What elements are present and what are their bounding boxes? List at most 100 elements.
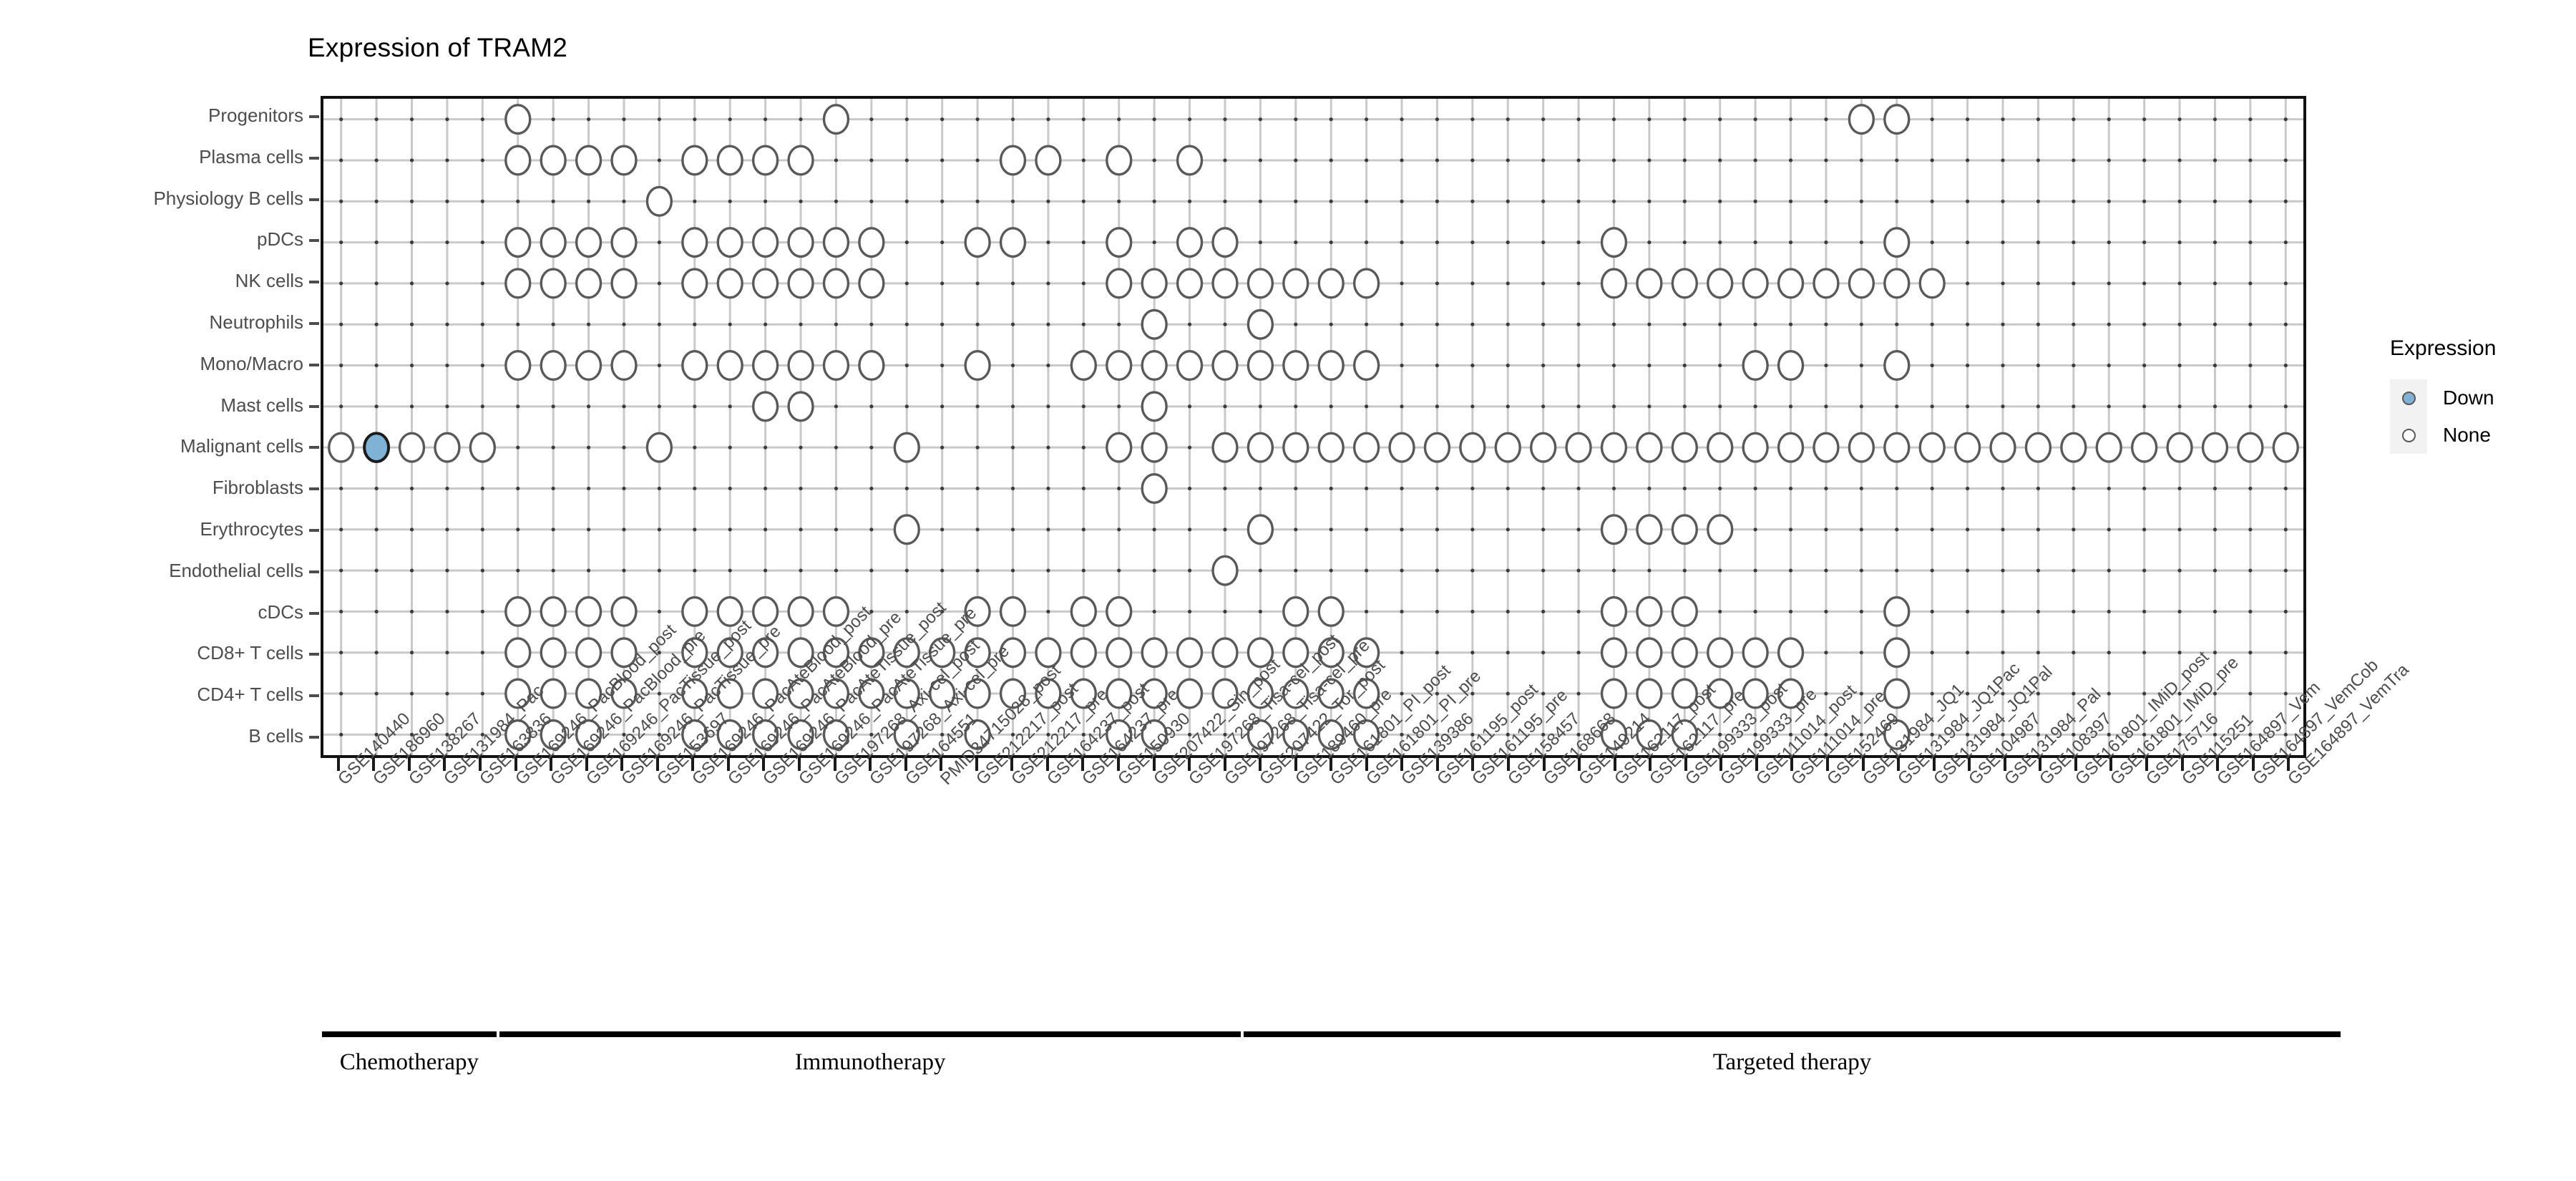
expression-dot: [540, 227, 567, 258]
expression-dot: [893, 514, 920, 545]
x-axis-tick: [407, 758, 411, 771]
expression-dot: [540, 678, 567, 709]
y-axis-tick: [309, 694, 319, 698]
expression-dot: [716, 268, 743, 299]
y-axis-tick: [309, 611, 319, 615]
expression-dot: [1352, 678, 1380, 709]
expression-dot: [1317, 596, 1345, 627]
expression-dot: [964, 719, 991, 750]
x-axis-tick: [1578, 758, 1581, 771]
expression-dot: [751, 145, 779, 176]
x-axis-tick: [1081, 758, 1085, 771]
x-axis-tick: [762, 758, 766, 771]
x-axis-tick: [975, 758, 978, 771]
expression-dot: [751, 637, 779, 669]
expression-dot: [1883, 678, 1911, 709]
expression-dot: [751, 719, 779, 750]
expression-dot: [1388, 432, 1415, 463]
expression-dot: [681, 596, 708, 627]
y-axis-label: Physiology B cells: [153, 187, 303, 209]
expression-dot: [2060, 432, 2087, 463]
expression-dot: [1671, 637, 1698, 669]
x-axis-tick: [726, 758, 730, 771]
expression-dot: [1106, 432, 1133, 463]
expression-dot: [716, 350, 743, 381]
expression-dot: [1141, 637, 1168, 669]
y-axis-tick: [309, 363, 319, 366]
expression-dot: [1671, 596, 1698, 627]
expression-dot: [610, 596, 638, 627]
expression-dot: [1813, 268, 1840, 299]
expression-dot: [1176, 145, 1204, 176]
expression-dot: [1600, 719, 1628, 750]
expression-dot: [787, 637, 814, 669]
expression-dot: [1176, 227, 1204, 258]
expression-dot: [964, 227, 991, 258]
expression-dot: [1777, 637, 1805, 669]
x-axis-tick: [833, 758, 836, 771]
expression-dot: [1600, 268, 1628, 299]
expression-dot: [504, 268, 532, 299]
expression-dot: [716, 596, 743, 627]
y-axis-label: Mast cells: [220, 394, 303, 416]
expression-dot: [575, 268, 602, 299]
expression-dot: [610, 145, 638, 176]
expression-dot: [1883, 227, 1911, 258]
x-axis-tick: [1542, 758, 1546, 771]
expression-dot: [1600, 678, 1628, 709]
expression-dot: [1742, 678, 1769, 709]
legend-item-none[interactable]: None: [2390, 417, 2569, 454]
x-axis-tick: [691, 758, 695, 771]
expression-dot: [1848, 268, 1875, 299]
expression-dot: [999, 637, 1027, 669]
expression-dot: [1211, 268, 1239, 299]
expression-dot: [1176, 637, 1204, 669]
expression-dot: [1707, 432, 1734, 463]
expression-dot: [787, 391, 814, 422]
expression-dot: [2095, 432, 2122, 463]
expression-dot: [504, 637, 532, 669]
expression-dot: [1246, 514, 1274, 545]
expression-dot: [716, 145, 743, 176]
expression-dot: [1813, 432, 1840, 463]
x-axis-tick: [1719, 758, 1723, 771]
expression-dot: [1600, 432, 1628, 463]
expression-dot: [681, 637, 708, 669]
x-axis-tick: [2003, 758, 2006, 771]
expression-dot: [1494, 432, 1521, 463]
expression-dot: [1141, 472, 1168, 504]
expression-dot: [575, 145, 602, 176]
expression-dot: [575, 678, 602, 709]
expression-dot: [858, 350, 885, 381]
legend: Expression Down None: [2390, 336, 2569, 454]
expression-dot: [1671, 432, 1698, 463]
expression-dot: [1848, 104, 1875, 135]
expression-dot: [1707, 514, 1734, 545]
expression-dot: [540, 719, 567, 750]
x-axis-tick: [1116, 758, 1120, 771]
expression-dot: [1035, 637, 1062, 669]
expression-dot: [575, 637, 602, 669]
expression-dot: [1953, 432, 1981, 463]
expression-dot: [1742, 432, 1769, 463]
expression-dot: [1141, 391, 1168, 422]
y-axis-tick: [309, 115, 319, 118]
expression-dot: [504, 145, 532, 176]
expression-dot: [716, 719, 743, 750]
expression-dot: [822, 719, 850, 750]
expression-dot: [1742, 268, 1769, 299]
expression-dot: [1883, 719, 1911, 750]
x-axis-tick: [443, 758, 447, 771]
expression-dot: [1211, 555, 1239, 586]
y-axis-tick: [309, 281, 319, 284]
expression-dot: [1317, 637, 1345, 669]
y-axis-label: Malignant cells: [180, 435, 303, 457]
expression-dot: [1671, 514, 1698, 545]
expression-dot: [1848, 432, 1875, 463]
expression-dot: [716, 637, 743, 669]
x-axis-tick: [1010, 758, 1014, 771]
expression-dot: [1282, 432, 1309, 463]
legend-item-down[interactable]: Down: [2390, 379, 2569, 417]
x-axis-tick: [1897, 758, 1901, 771]
y-axis-tick: [309, 156, 319, 160]
